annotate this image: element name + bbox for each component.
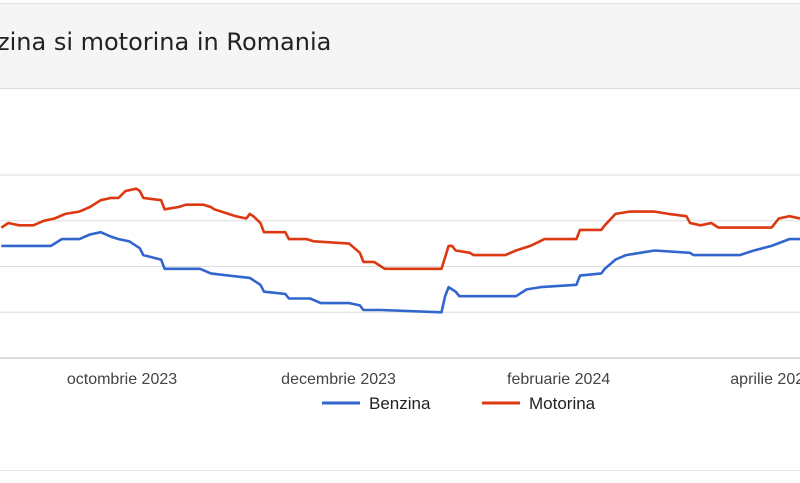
series-lines <box>0 187 800 314</box>
x-tick-label: aprilie 2024 <box>730 371 800 388</box>
gridlines <box>0 174 800 359</box>
bottom-divider <box>0 470 800 471</box>
chart-title: zina si motorina in Romania <box>0 28 332 56</box>
legend-label: Benzina <box>369 394 431 413</box>
series-line-benzina <box>1 230 800 314</box>
x-tick-label: octombrie 2023 <box>67 371 177 388</box>
x-tick-label: februarie 2024 <box>507 371 610 388</box>
legend: Benzina Motorina <box>322 394 596 413</box>
series-line-motorina <box>0 187 800 271</box>
x-axis-ticks: octombrie 2023 decembrie 2023 februarie 20… <box>67 371 800 388</box>
chart-header: zina si motorina in Romania <box>0 3 800 89</box>
x-tick-label: decembrie 2023 <box>281 371 396 388</box>
legend-label: Motorina <box>529 394 596 413</box>
